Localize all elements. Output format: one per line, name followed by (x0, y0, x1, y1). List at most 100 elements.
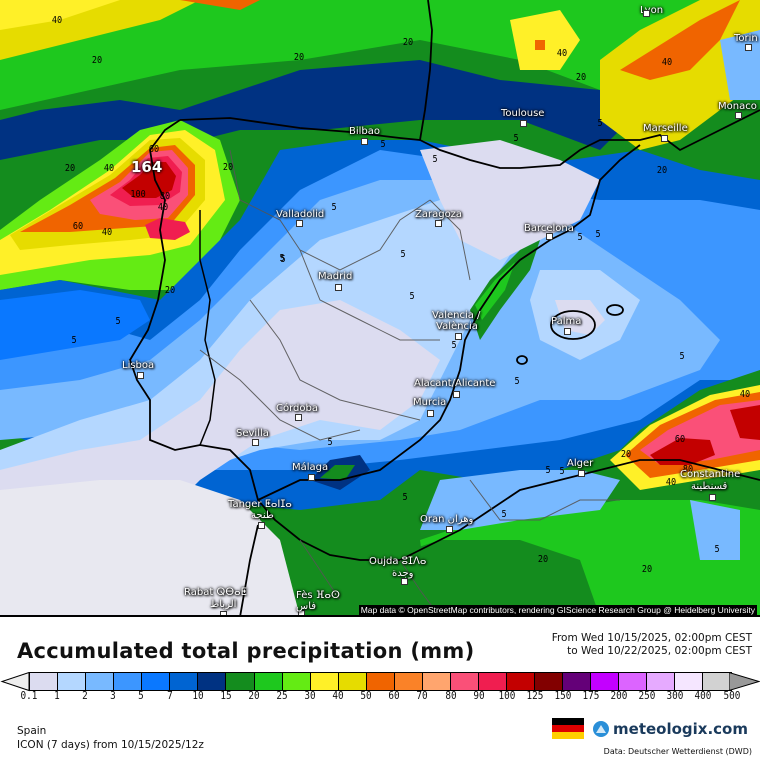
scale-swatch (479, 673, 507, 690)
city-marker-icon (578, 470, 585, 477)
city-marker-icon (220, 611, 227, 617)
max-precipitation-label: 164 (131, 158, 163, 176)
period-to: to Wed 10/22/2025, 02:00pm CEST (567, 645, 752, 657)
scale-tick: 175 (582, 689, 600, 702)
contour-label: 20 (293, 52, 305, 63)
contour-label: 40 (157, 202, 169, 213)
contour-label: 5 (545, 465, 551, 476)
scale-swatch (170, 673, 198, 690)
scale-swatch (563, 673, 591, 690)
contour-label: 60 (674, 434, 686, 445)
contour-label: 20 (641, 564, 653, 575)
scale-tick: 25 (276, 689, 288, 702)
contour-label: 5 (501, 509, 507, 520)
scale-swatch (283, 673, 311, 690)
scale-tick: 50 (360, 689, 372, 702)
scale-tick: 200 (610, 689, 628, 702)
scale-tick: 90 (472, 689, 485, 702)
scale-tick-labels: 0.1 1 2 3 5 7 10 15 20 25 30 40 50 60 70 80 90 100 125 150 1… (0, 689, 760, 703)
scale-tick: 150 (554, 689, 572, 702)
brand[interactable]: meteologix.com (552, 718, 748, 739)
city-marker-icon (361, 138, 368, 145)
contour-label: 5 (279, 253, 285, 264)
scale-swatch (311, 673, 339, 690)
meteologix-logo[interactable]: meteologix.com (592, 720, 748, 738)
scale-tick: 3 (110, 689, 117, 702)
legend-title: Accumulated total precipitation (mm) (17, 639, 475, 663)
city-label: Palma (551, 316, 582, 327)
scale-tick: 30 (304, 689, 316, 702)
scale-swatch (339, 673, 367, 690)
contour-label: 80 (159, 191, 171, 202)
contour-label: 20 (656, 165, 668, 176)
scale-tick: 5 (138, 689, 145, 702)
city-label: Tanger ⵟⴰⵏⵊⴰ (228, 499, 292, 510)
contour-label: 40 (103, 163, 115, 174)
brand-name: meteologix.com (613, 719, 748, 738)
city-marker-icon (643, 10, 650, 17)
city-label: Rabat ⵕⴱⴰⵟ (184, 587, 247, 598)
scale-tick: 2 (82, 689, 89, 702)
scale-swatch (675, 673, 703, 690)
city-marker-icon (258, 522, 265, 529)
city-label: Valencia / (432, 310, 481, 321)
contour-label: 5 (432, 154, 438, 165)
city-label: قسنطينة (691, 481, 728, 492)
scale-tick: 10 (191, 689, 204, 702)
scale-right-arrow-icon (729, 672, 760, 692)
scale-tick: 250 (638, 689, 656, 702)
scale-swatch (367, 673, 395, 690)
city-label: Zaragoza (415, 209, 463, 220)
city-marker-icon (520, 120, 527, 127)
scale-tick: 400 (694, 689, 712, 702)
city-marker-icon (296, 220, 303, 227)
contour-label: 5 (679, 351, 685, 362)
city-marker-icon (308, 474, 315, 481)
city-marker-icon (427, 410, 434, 417)
city-label: Torin (734, 33, 758, 44)
scale-tick: 40 (332, 689, 344, 702)
contour-label: 20 (64, 163, 76, 174)
model-run-label: ICON (7 days) from 10/15/2025/12z (17, 739, 204, 751)
scale-swatch (619, 673, 647, 690)
city-label: فاس (296, 601, 317, 612)
contour-label: 40 (101, 227, 113, 238)
scale-tick: 80 (444, 689, 457, 702)
contour-label: 5 (115, 316, 121, 327)
contour-label: 40 (739, 389, 751, 400)
city-label: Constantine (680, 469, 741, 480)
scale-swatch (255, 673, 283, 690)
contour-label: 20 (402, 37, 414, 48)
city-marker-icon (661, 135, 668, 142)
city-label: Lisboa (122, 360, 155, 371)
color-scale-bar (29, 672, 732, 691)
scale-swatch (703, 673, 731, 690)
scale-swatch (86, 673, 114, 690)
city-label: Sevilla (236, 428, 269, 439)
contour-label: 20 (222, 162, 234, 173)
city-label: Lyon (640, 5, 664, 16)
scale-tick: 500 (723, 689, 740, 702)
contour-label: 5 (400, 249, 406, 260)
contour-label: 60 (148, 144, 160, 155)
city-label: Toulouse (501, 108, 545, 119)
contour-label: 40 (51, 15, 63, 26)
contour-label: 40 (661, 57, 673, 68)
city-label: Oujda ⵓⵊⴷⴰ (369, 556, 427, 567)
precipitation-map[interactable]: 40 20 20 20 40 40 20 60 40 20 20 100 80 40 60 40 20 5 5 5 5 2… (0, 0, 760, 617)
contour-label: 20 (164, 285, 176, 296)
scale-swatch (198, 673, 226, 690)
scale-swatch (591, 673, 619, 690)
contour-label: 80 (682, 464, 694, 475)
contour-label: 5 (513, 133, 519, 144)
city-label: Marseille (643, 123, 688, 134)
scale-swatch (395, 673, 423, 690)
city-label: València (436, 321, 478, 332)
map-bottom-border (0, 615, 760, 617)
legend-panel: Accumulated total precipitation (mm) Fro… (0, 617, 760, 760)
city-marker-icon (137, 372, 144, 379)
scale-tick: 1 (54, 689, 60, 702)
city-label: Fès ⴼⴰⵙ (296, 590, 340, 601)
scale-swatch (226, 673, 255, 690)
scale-tick: 0.1 (20, 689, 38, 702)
